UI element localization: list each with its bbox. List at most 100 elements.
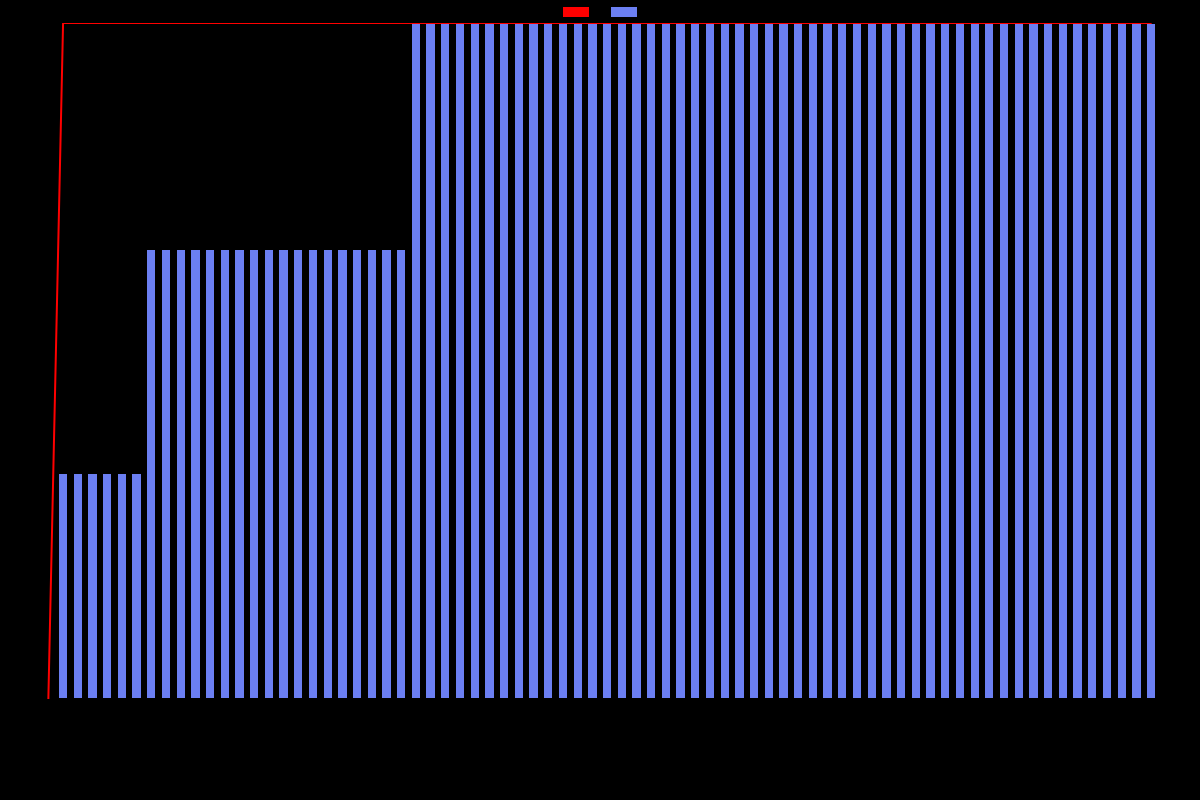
- bar: [425, 23, 435, 699]
- x-tick-mark: [666, 700, 667, 705]
- bar-slot: [732, 23, 747, 699]
- x-tick-mark: [313, 700, 314, 705]
- chart-container: 3.03.23.43.63.84.04.24.44.64.85.0 00.51.…: [0, 0, 1200, 800]
- x-tick-mark: [873, 700, 874, 705]
- bar: [470, 23, 480, 699]
- x-tick-mark: [372, 700, 373, 705]
- x-tick-mark: [224, 700, 225, 705]
- bar: [911, 23, 921, 699]
- x-tick-mark: [519, 700, 520, 705]
- bar: [1102, 23, 1112, 699]
- bar: [675, 23, 685, 699]
- x-tick-mark: [607, 700, 608, 705]
- y-left-tick-mark: [35, 90, 40, 91]
- bar-slot: [497, 23, 512, 699]
- y-left-tick-label: 4.2: [0, 287, 34, 299]
- bar-slot: [938, 23, 953, 699]
- y-right-tick-mark: [1160, 135, 1165, 136]
- bar-slot: [262, 23, 277, 699]
- bar: [499, 23, 509, 699]
- bar-slot: [570, 23, 585, 699]
- y-left-tick-label: 3.8: [0, 423, 34, 435]
- bar: [1146, 23, 1156, 699]
- y-right-tick-label: 1.5: [1166, 355, 1200, 367]
- y-right-tick-label: 3.0: [1166, 16, 1200, 28]
- bar: [1043, 23, 1053, 699]
- bar-slot: [614, 23, 629, 699]
- bar-slot: [144, 23, 159, 699]
- bar-slot: [629, 23, 644, 699]
- bar: [381, 249, 391, 699]
- bar: [690, 23, 700, 699]
- bar-slot: [276, 23, 291, 699]
- x-tick-mark: [932, 700, 933, 705]
- bar-slot: [673, 23, 688, 699]
- bar: [955, 23, 965, 699]
- y-left-tick-mark: [35, 158, 40, 159]
- x-tick-mark: [784, 700, 785, 705]
- bar: [587, 23, 597, 699]
- bar: [352, 249, 362, 699]
- plot-area: [40, 22, 1160, 700]
- x-tick-mark: [460, 700, 461, 705]
- x-tick-mark: [1079, 700, 1080, 705]
- bar: [602, 23, 612, 699]
- x-tick-mark: [106, 700, 107, 705]
- bar-slot: [379, 23, 394, 699]
- bar-slot: [56, 23, 71, 699]
- bar: [1117, 23, 1127, 699]
- bar: [161, 249, 171, 699]
- bar: [837, 23, 847, 699]
- bar-slot: [1114, 23, 1129, 699]
- y-left-tick-label: 3.6: [0, 491, 34, 503]
- y-left-tick-label: 4.4: [0, 219, 34, 231]
- bar-slot: [320, 23, 335, 699]
- bar: [249, 249, 259, 699]
- y-left-tick-mark: [35, 361, 40, 362]
- x-tick-mark: [254, 700, 255, 705]
- bar: [793, 23, 803, 699]
- bar: [205, 249, 215, 699]
- bar-slot: [173, 23, 188, 699]
- bar: [293, 249, 303, 699]
- bar: [528, 23, 538, 699]
- x-tick-mark: [843, 700, 844, 705]
- bar-slot: [409, 23, 424, 699]
- bar: [190, 249, 200, 699]
- bar-slot: [291, 23, 306, 699]
- bar-slot: [85, 23, 100, 699]
- bar: [396, 249, 406, 699]
- bar-slot: [1056, 23, 1071, 699]
- bar: [631, 23, 641, 699]
- bar-slot: [335, 23, 350, 699]
- bar-slot: [585, 23, 600, 699]
- bar: [514, 23, 524, 699]
- bar: [146, 249, 156, 699]
- legend: [562, 6, 638, 18]
- y-right-tick-mark: [1160, 22, 1165, 23]
- bar: [808, 23, 818, 699]
- bar-slot: [1011, 23, 1026, 699]
- bar-slot: [541, 23, 556, 699]
- bar: [1131, 23, 1141, 699]
- bar: [617, 23, 627, 699]
- x-tick-mark: [902, 700, 903, 705]
- x-tick-mark: [548, 700, 549, 705]
- bar: [720, 23, 730, 699]
- bar-slot: [659, 23, 674, 699]
- bar: [896, 23, 906, 699]
- bar: [308, 249, 318, 699]
- x-tick-mark: [47, 700, 48, 705]
- x-tick-mark: [283, 700, 284, 705]
- bars-group: [41, 23, 1159, 699]
- bar-slot: [982, 23, 997, 699]
- bar-slot: [1100, 23, 1115, 699]
- bar-slot: [908, 23, 923, 699]
- bar-slot: [953, 23, 968, 699]
- y-axis-left: 3.03.23.43.63.84.04.24.44.64.85.0: [0, 22, 40, 700]
- bar-slot: [997, 23, 1012, 699]
- y-left-tick-mark: [35, 632, 40, 633]
- bar: [867, 23, 877, 699]
- bar-slot: [923, 23, 938, 699]
- y-left-tick-label: 3.2: [0, 626, 34, 638]
